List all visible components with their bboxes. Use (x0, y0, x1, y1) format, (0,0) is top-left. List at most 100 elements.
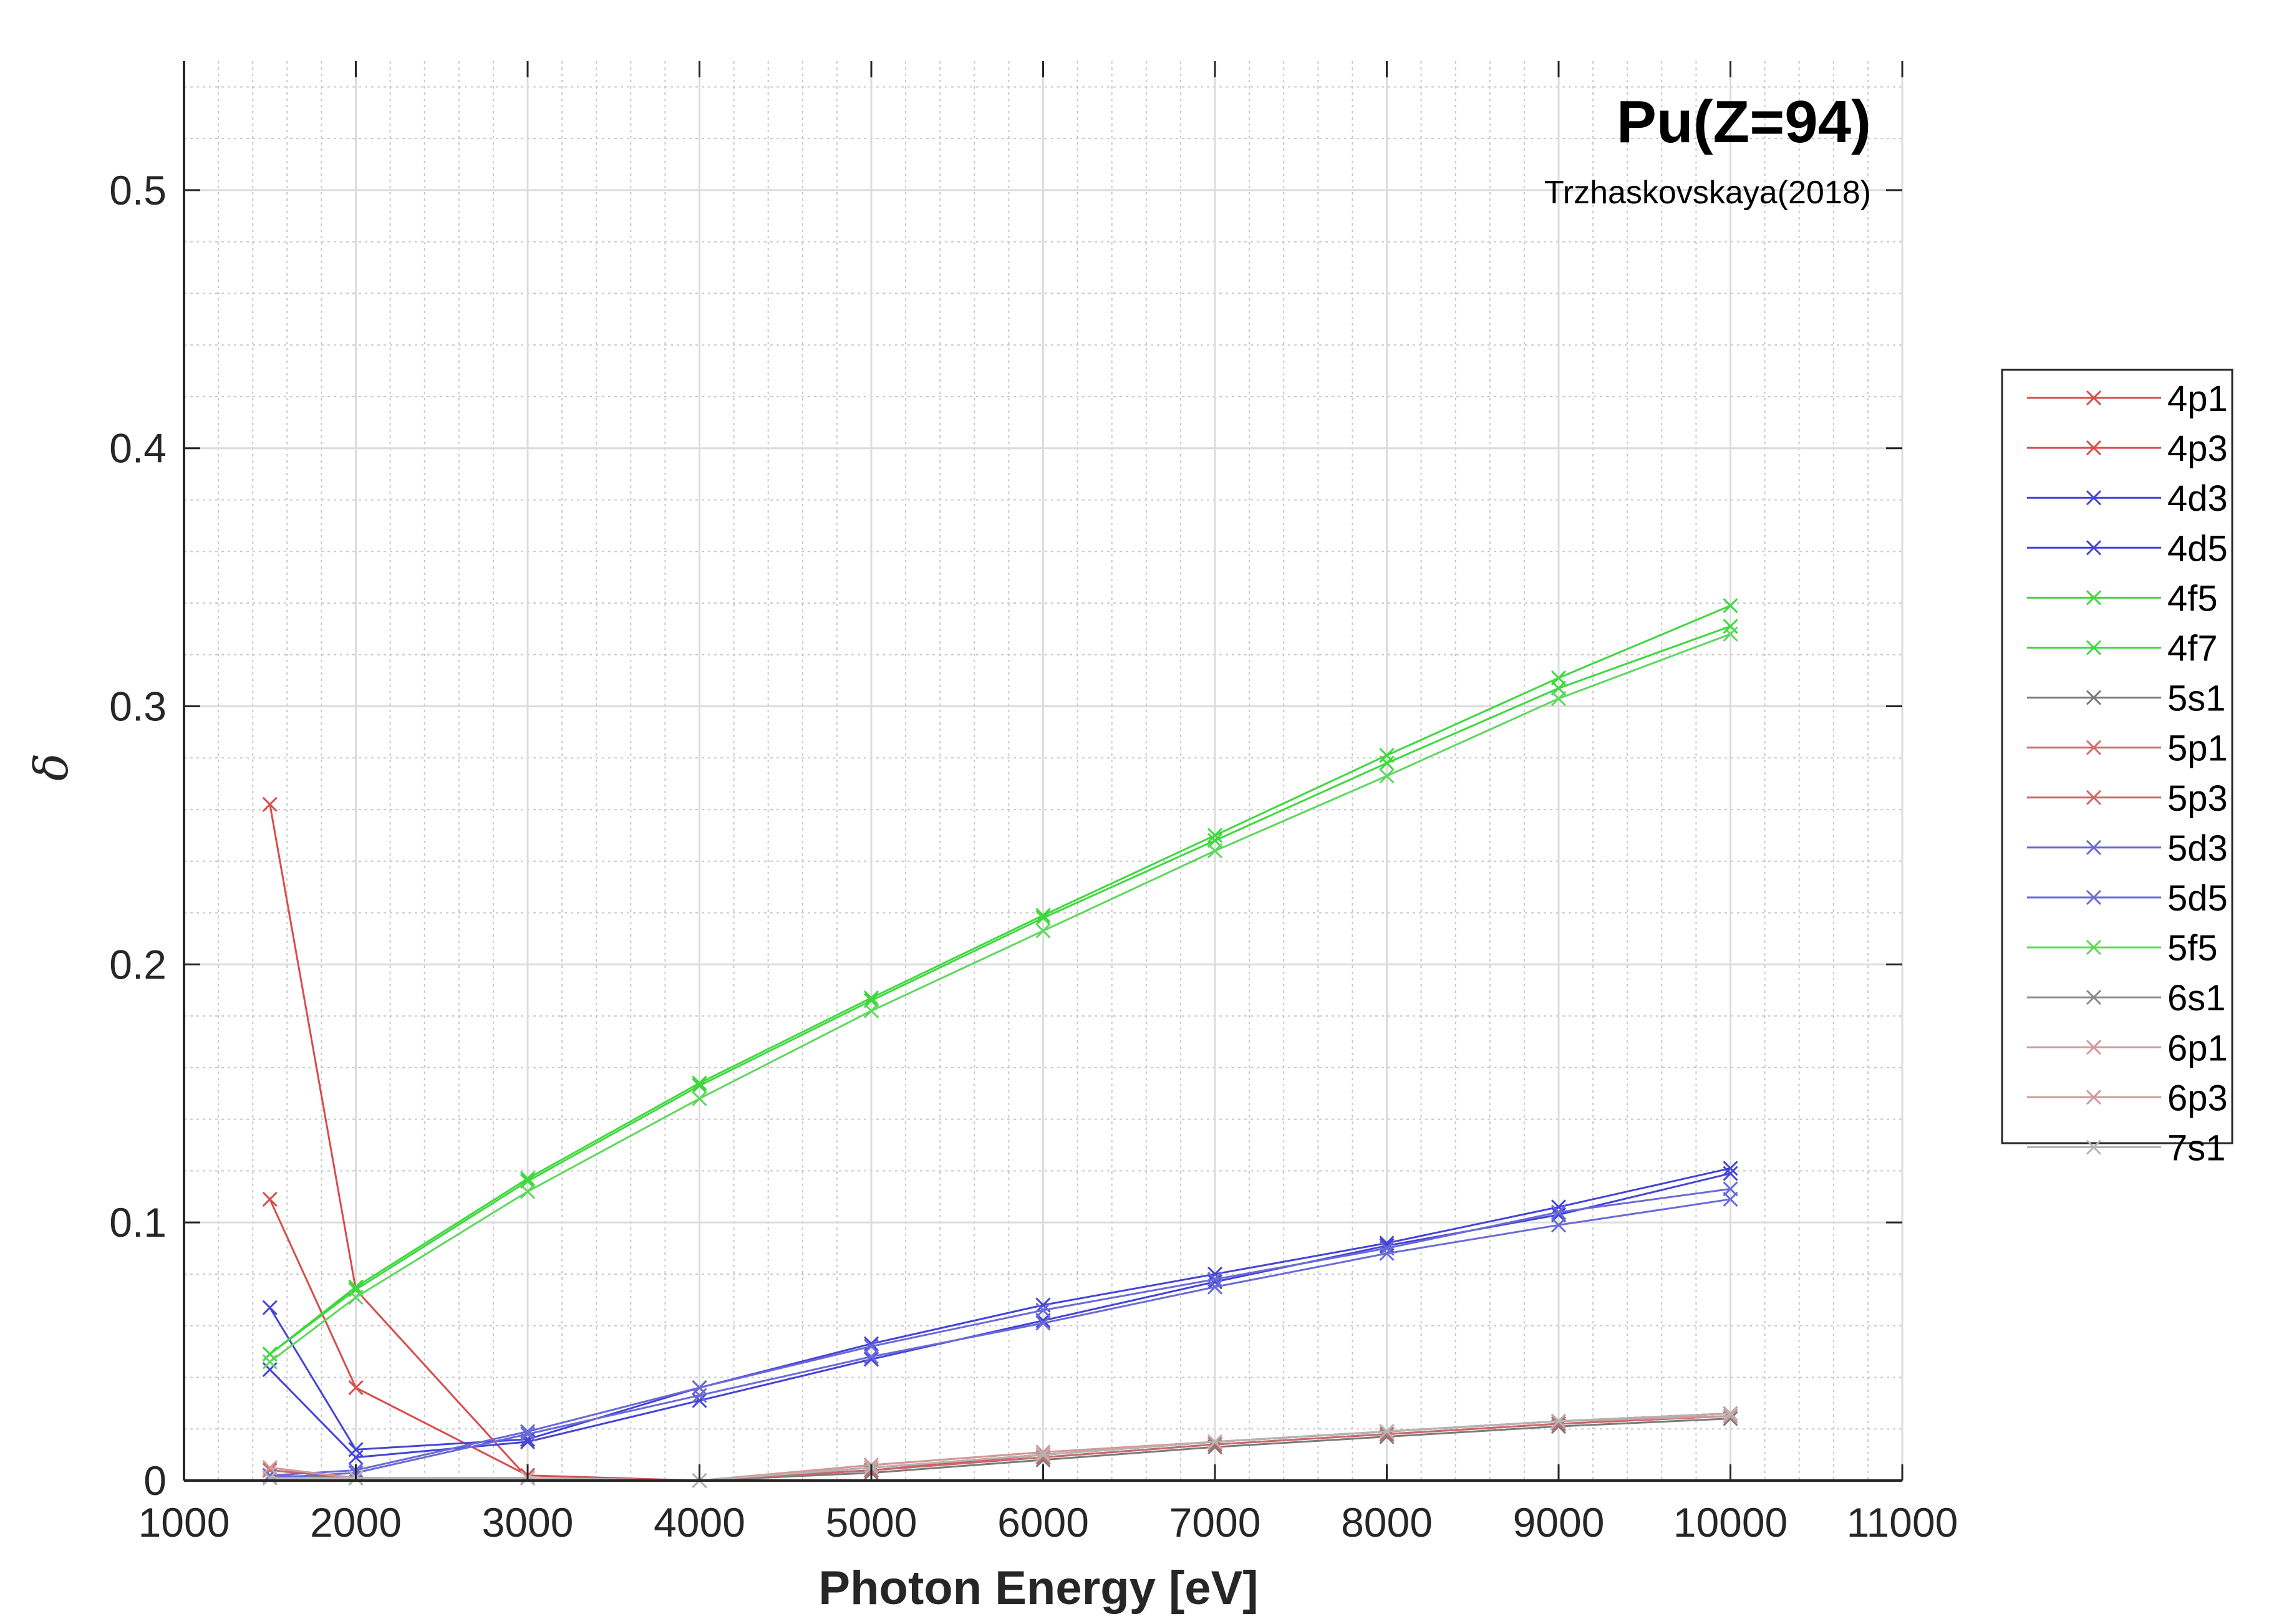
x-axis-label: Photon Energy [eV] (818, 1562, 1258, 1615)
legend-item: 5f5 (2027, 928, 2218, 969)
legend-label: 6s1 (2167, 978, 2226, 1018)
legend-label: 4p1 (2167, 379, 2228, 419)
legend-marker (2086, 1139, 2102, 1155)
legend-item: 6p3 (2027, 1078, 2228, 1118)
x-tick-label: 8000 (1341, 1499, 1433, 1545)
series-5d5 (262, 1191, 1738, 1486)
data-point (1379, 1424, 1395, 1439)
x-tick-label: 5000 (826, 1499, 917, 1545)
data-point (863, 1351, 879, 1367)
legend-item: 4f7 (2027, 629, 2218, 669)
legend-label: 5d5 (2167, 878, 2228, 919)
plot-series (262, 598, 1738, 1489)
legend-item: 5d5 (2027, 878, 2228, 919)
chart-title: Pu(Z=94) (1617, 89, 1871, 155)
y-tick-label: 0.5 (109, 167, 167, 213)
data-point (520, 1184, 536, 1199)
data-point (348, 1449, 364, 1465)
x-tick-label: 1000 (138, 1499, 230, 1545)
series-line (269, 1198, 1731, 1479)
legend-label: 5p1 (2167, 728, 2228, 769)
x-tick-label: 11000 (1847, 1499, 1958, 1545)
legend-item: 4d3 (2027, 478, 2228, 519)
legend-label: 4f7 (2167, 629, 2218, 669)
data-point (1723, 626, 1738, 642)
data-point (1035, 1302, 1051, 1318)
x-tick-label: 10000 (1673, 1499, 1788, 1545)
x-tick-label: 9000 (1513, 1499, 1605, 1545)
legend-item: 7s1 (2027, 1128, 2226, 1169)
legend-marker (2086, 740, 2102, 755)
legend-marker (2086, 790, 2102, 805)
data-point (1723, 1191, 1738, 1207)
tick-labels: 1000 2000 3000 4000 5000 6000 7000 8000 9000 1000… (109, 167, 1958, 1545)
data-point (262, 1354, 278, 1370)
legend-marker (2086, 640, 2102, 655)
legend-marker (2086, 1090, 2102, 1105)
data-point (348, 1442, 364, 1457)
series-line (269, 1412, 1731, 1482)
data-point (692, 1078, 707, 1093)
legend-marker (2086, 540, 2102, 556)
legend-item: 4f5 (2027, 578, 2218, 619)
legend-item: 4p1 (2027, 379, 2228, 419)
data-point (1379, 1238, 1395, 1254)
legend-label: 5d3 (2167, 828, 2228, 869)
series-5d3 (262, 1181, 1738, 1483)
x-tick-label: 3000 (482, 1499, 574, 1545)
x-tick-label: 4000 (654, 1499, 745, 1545)
y-tick-label: 0.3 (109, 684, 167, 730)
series-line (269, 625, 1731, 1355)
y-tick-label: 0.2 (109, 941, 167, 987)
legend-label: 7s1 (2167, 1128, 2226, 1169)
data-point (520, 1426, 536, 1442)
legend-marker (2086, 1040, 2102, 1055)
data-point (262, 1361, 278, 1378)
data-point (1379, 748, 1395, 763)
legend-item: 6s1 (2027, 978, 2226, 1018)
y-tick-label: 0.4 (109, 425, 167, 471)
legend-label: 5p3 (2167, 778, 2228, 819)
data-point (1379, 755, 1395, 771)
x-tick-label: 7000 (1169, 1499, 1261, 1545)
data-point (863, 1003, 879, 1018)
data-point (1207, 1437, 1223, 1452)
data-point (262, 1191, 278, 1207)
data-point (1723, 619, 1738, 634)
legend-marker (2086, 839, 2102, 855)
x-tick-label: 6000 (997, 1499, 1089, 1545)
legend-item: 5p1 (2027, 728, 2228, 769)
data-point (692, 1388, 707, 1403)
series-5f5 (262, 626, 1738, 1370)
data-point (1723, 1166, 1738, 1181)
data-point (1035, 910, 1051, 926)
data-point (1551, 1413, 1567, 1429)
legend-item: 4p3 (2027, 428, 2228, 469)
data-point (1723, 598, 1738, 614)
data-point (692, 1091, 707, 1106)
legend-label: 6p3 (2167, 1078, 2228, 1118)
data-point (1207, 1434, 1223, 1449)
legend-item: 6p1 (2027, 1028, 2228, 1068)
data-point (1551, 691, 1567, 707)
legend-label: 4f5 (2167, 578, 2218, 619)
legend-label: 6p1 (2167, 1028, 2228, 1068)
data-point (1207, 1272, 1223, 1287)
legend-marker (2086, 440, 2102, 456)
chart-subtitle: Trzhaskovskaya(2018) (1544, 175, 1871, 211)
data-point (1551, 1217, 1567, 1233)
data-point (1551, 1416, 1567, 1432)
series-line (269, 604, 1731, 1355)
y-axis-label: δ (25, 753, 79, 781)
data-point (262, 796, 278, 812)
data-point (1379, 1426, 1395, 1442)
y-tick-label: 0 (143, 1457, 167, 1504)
data-point (1207, 843, 1223, 859)
legend: 4p1 4p3 4d3 4d5 4f5 4f7 5s1 5p1 5p3 5d3 5d5 5f5 6s1 6… (2001, 369, 2233, 1169)
axes (183, 61, 1904, 1482)
data-point (1723, 1406, 1738, 1421)
data-point (1035, 923, 1051, 939)
series-line (269, 1167, 1731, 1451)
series-line (269, 1187, 1731, 1477)
legend-label: 4d5 (2167, 528, 2228, 569)
